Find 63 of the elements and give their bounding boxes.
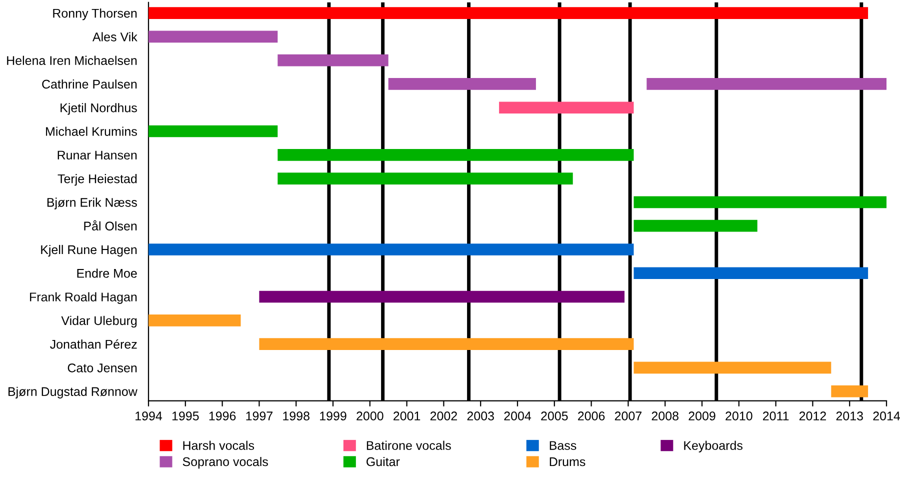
y-tick-label: Kjell Rune Hagen [41,244,137,257]
bar [259,290,625,303]
x-tick-label: 1999 [320,412,346,420]
bar [148,244,634,256]
x-tick-label: 2011 [762,412,789,420]
y-tick-label: Endre Moe [77,268,137,278]
y-tick-label: Runar Hansen [58,150,137,160]
y-tick-label: Michael Krumins [46,126,137,136]
y-tick-label: Kjetil Nordhus [60,103,137,115]
x-tick-label: 2004 [504,412,532,420]
bar [278,172,573,184]
y-tick-label: Ales Vik [92,32,138,42]
y-tick-label: Cato Jensen [68,364,137,372]
bar [278,148,634,161]
y-tick-label: Jonathan Pérez [50,339,137,349]
x-tick-label: 2008 [652,412,678,420]
x-tick-label: 1995 [172,412,199,420]
bar [388,78,536,90]
bar [634,220,758,232]
y-tick-label: Bjørn Erik Næss [47,198,137,210]
legend-label: Bass [550,441,576,450]
x-tick-label: 2010 [726,412,752,420]
x-tick-label: 1997 [246,412,272,420]
y-tick-label: Pål Olsen [84,220,137,230]
y-tick-label: Cathrine Paulsen [42,79,137,89]
x-tick-label: 2012 [799,412,826,420]
legend-label: Harsh vocals [183,440,254,450]
x-tick-label: 1998 [283,412,310,420]
bar [148,125,278,138]
y-tick-label: Terje Heiestad [58,174,137,186]
x-tick-label: 2007 [614,412,642,420]
x-tick-label: 2001 [394,412,420,420]
legend-label: Drums [550,457,586,466]
legend-label: Soprano vocals [182,456,268,469]
x-tick-label: 2006 [578,412,605,420]
bar [148,7,868,19]
y-tick-label: Frank Roald Hagan [30,292,137,304]
bar [634,267,868,280]
x-tick-label: 2014 [873,412,900,420]
y-tick-label: Ronny Thorsen [53,8,137,20]
bar [646,78,886,90]
x-tick-label: 1994 [136,412,162,420]
legend-label: Guitar [366,456,400,466]
x-tick-label: 2003 [467,412,494,420]
y-tick-label: Vidar Uleburg [61,316,137,328]
bar [831,385,868,398]
x-tick-label: 2013 [836,412,863,420]
x-tick-label: 1996 [209,412,236,420]
bar [634,196,886,208]
legend-label: Keyboards [684,440,742,452]
bar [634,362,832,374]
bar [148,30,278,43]
bar [259,338,634,350]
bar [148,314,241,326]
x-tick-label: 2000 [356,412,384,420]
bar [278,54,388,66]
x-tick-label: 2005 [541,412,568,420]
y-tick-label: Bjørn Dugstad Rønnow [8,386,138,398]
y-tick-label: Helena Iren Michaelsen [7,56,137,65]
x-tick-label: 2009 [688,412,716,420]
legend-label: Batirone vocals [366,440,451,450]
x-tick-label: 2002 [430,412,457,420]
bar [499,102,634,114]
